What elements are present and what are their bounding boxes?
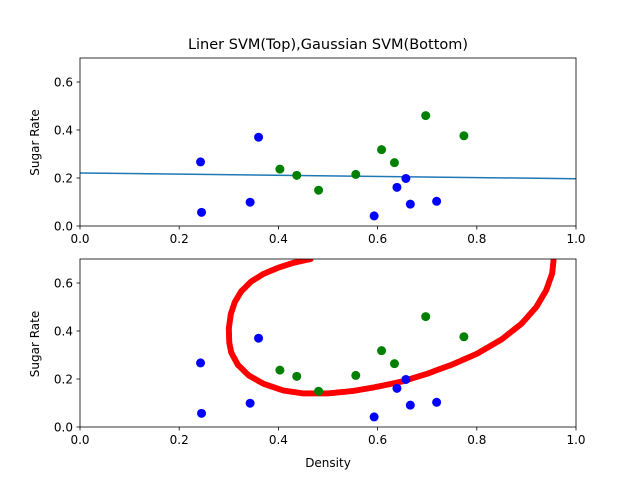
x-tick-label: 0.6 [368,433,387,447]
y-tick-label: 0.6 [54,276,73,290]
y-tick-label: 0.4 [54,324,73,338]
negative-sample-point [196,358,206,368]
x-tick-label: 0.4 [269,433,288,447]
y-ticks-bottom: 0.0 0.2 0.4 0.6 [54,276,80,434]
positive-sample-point [292,371,302,381]
positive-sample-point [459,131,469,141]
y-tick-label: 0.2 [54,171,73,185]
boundary-marker [550,259,557,264]
y-tick-label: 0.0 [54,420,73,434]
x-axis-label-bottom: Density [305,456,351,470]
negative-sample-point [392,182,402,192]
y-axis-label-top: Sugar Rate [28,109,42,175]
gaussian-svm-axes: 0.0 0.2 0.4 0.6 0.8 1.0 0.00.20.40.6 Density … [28,258,586,470]
x-tick-label: 0.2 [170,232,189,246]
x-ticks-top: 0.0 0.2 0.4 0.6 0.8 1.0 [70,226,586,246]
x-tick-label: 1.0 [566,232,585,246]
negative-sample-point [392,383,402,393]
negative-sample-point [245,197,255,207]
positive-sample-point [377,145,387,155]
x-tick-label: 0.8 [467,232,486,246]
y-tick-label: 0.2 [54,372,73,386]
negative-sample-point [405,400,415,410]
linear-decision-boundary [80,172,576,180]
chart-title: Liner SVM(Top),Gaussian SVM(Bottom) [188,37,468,53]
x-tick-label: 0.4 [269,232,288,246]
x-tick-label: 0.6 [368,232,387,246]
x-tick-label: 1.0 [566,433,585,447]
negative-sample-point [196,157,206,167]
negative-sample-point [401,173,411,183]
negative-sample-point [197,207,207,217]
positive-sample-point [421,312,431,322]
positive-sample-point [421,111,431,121]
x-tick-label: 0.0 [70,232,89,246]
x-tick-label: 0.0 [70,433,89,447]
positive-sample-point [377,346,387,356]
x-tick-label: 0.8 [467,433,486,447]
positive-sample-point [314,185,324,195]
negative-sample-point [432,397,442,407]
plot-frame-top [79,57,577,227]
negative-sample-point [369,211,379,221]
x-ticks-bottom: 0.0 0.2 0.4 0.6 0.8 1.0 [70,427,586,447]
marks-bottom [196,259,557,422]
y-tick-label: 0.6 [54,75,73,89]
positive-sample-point [292,170,302,180]
plot-area-top [80,111,576,221]
positive-sample-point [275,365,285,375]
marks-top [80,111,576,221]
positive-sample-point [351,370,361,380]
plot-area-bottom [196,259,557,422]
positive-sample-point [351,169,361,179]
negative-sample-point [432,196,442,206]
y-ticks-top: 0.0 0.2 0.4 0.6 [54,75,80,233]
negative-sample-point [245,398,255,408]
negative-sample-point [369,412,379,422]
positive-sample-point [459,332,469,342]
negative-sample-point [401,374,411,384]
negative-sample-point [254,132,264,142]
negative-sample-point [197,408,207,418]
y-tick-label: 0.4 [54,123,73,137]
positive-sample-point [389,158,399,168]
linear-svm-axes: Liner SVM(Top),Gaussian SVM(Bottom) 0.0 0… [28,37,586,246]
gaussian-decision-boundary [225,259,557,397]
plot-frame-bottom [79,258,577,428]
positive-sample-point [314,386,324,396]
y-tick-label: 0.0 [54,219,73,233]
positive-sample-point [389,359,399,369]
y-axis-label-bottom: Sugar Rate [28,311,42,377]
positive-sample-point [275,164,285,174]
negative-sample-point [254,333,264,343]
negative-sample-point [405,199,415,209]
x-tick-label: 0.2 [170,433,189,447]
